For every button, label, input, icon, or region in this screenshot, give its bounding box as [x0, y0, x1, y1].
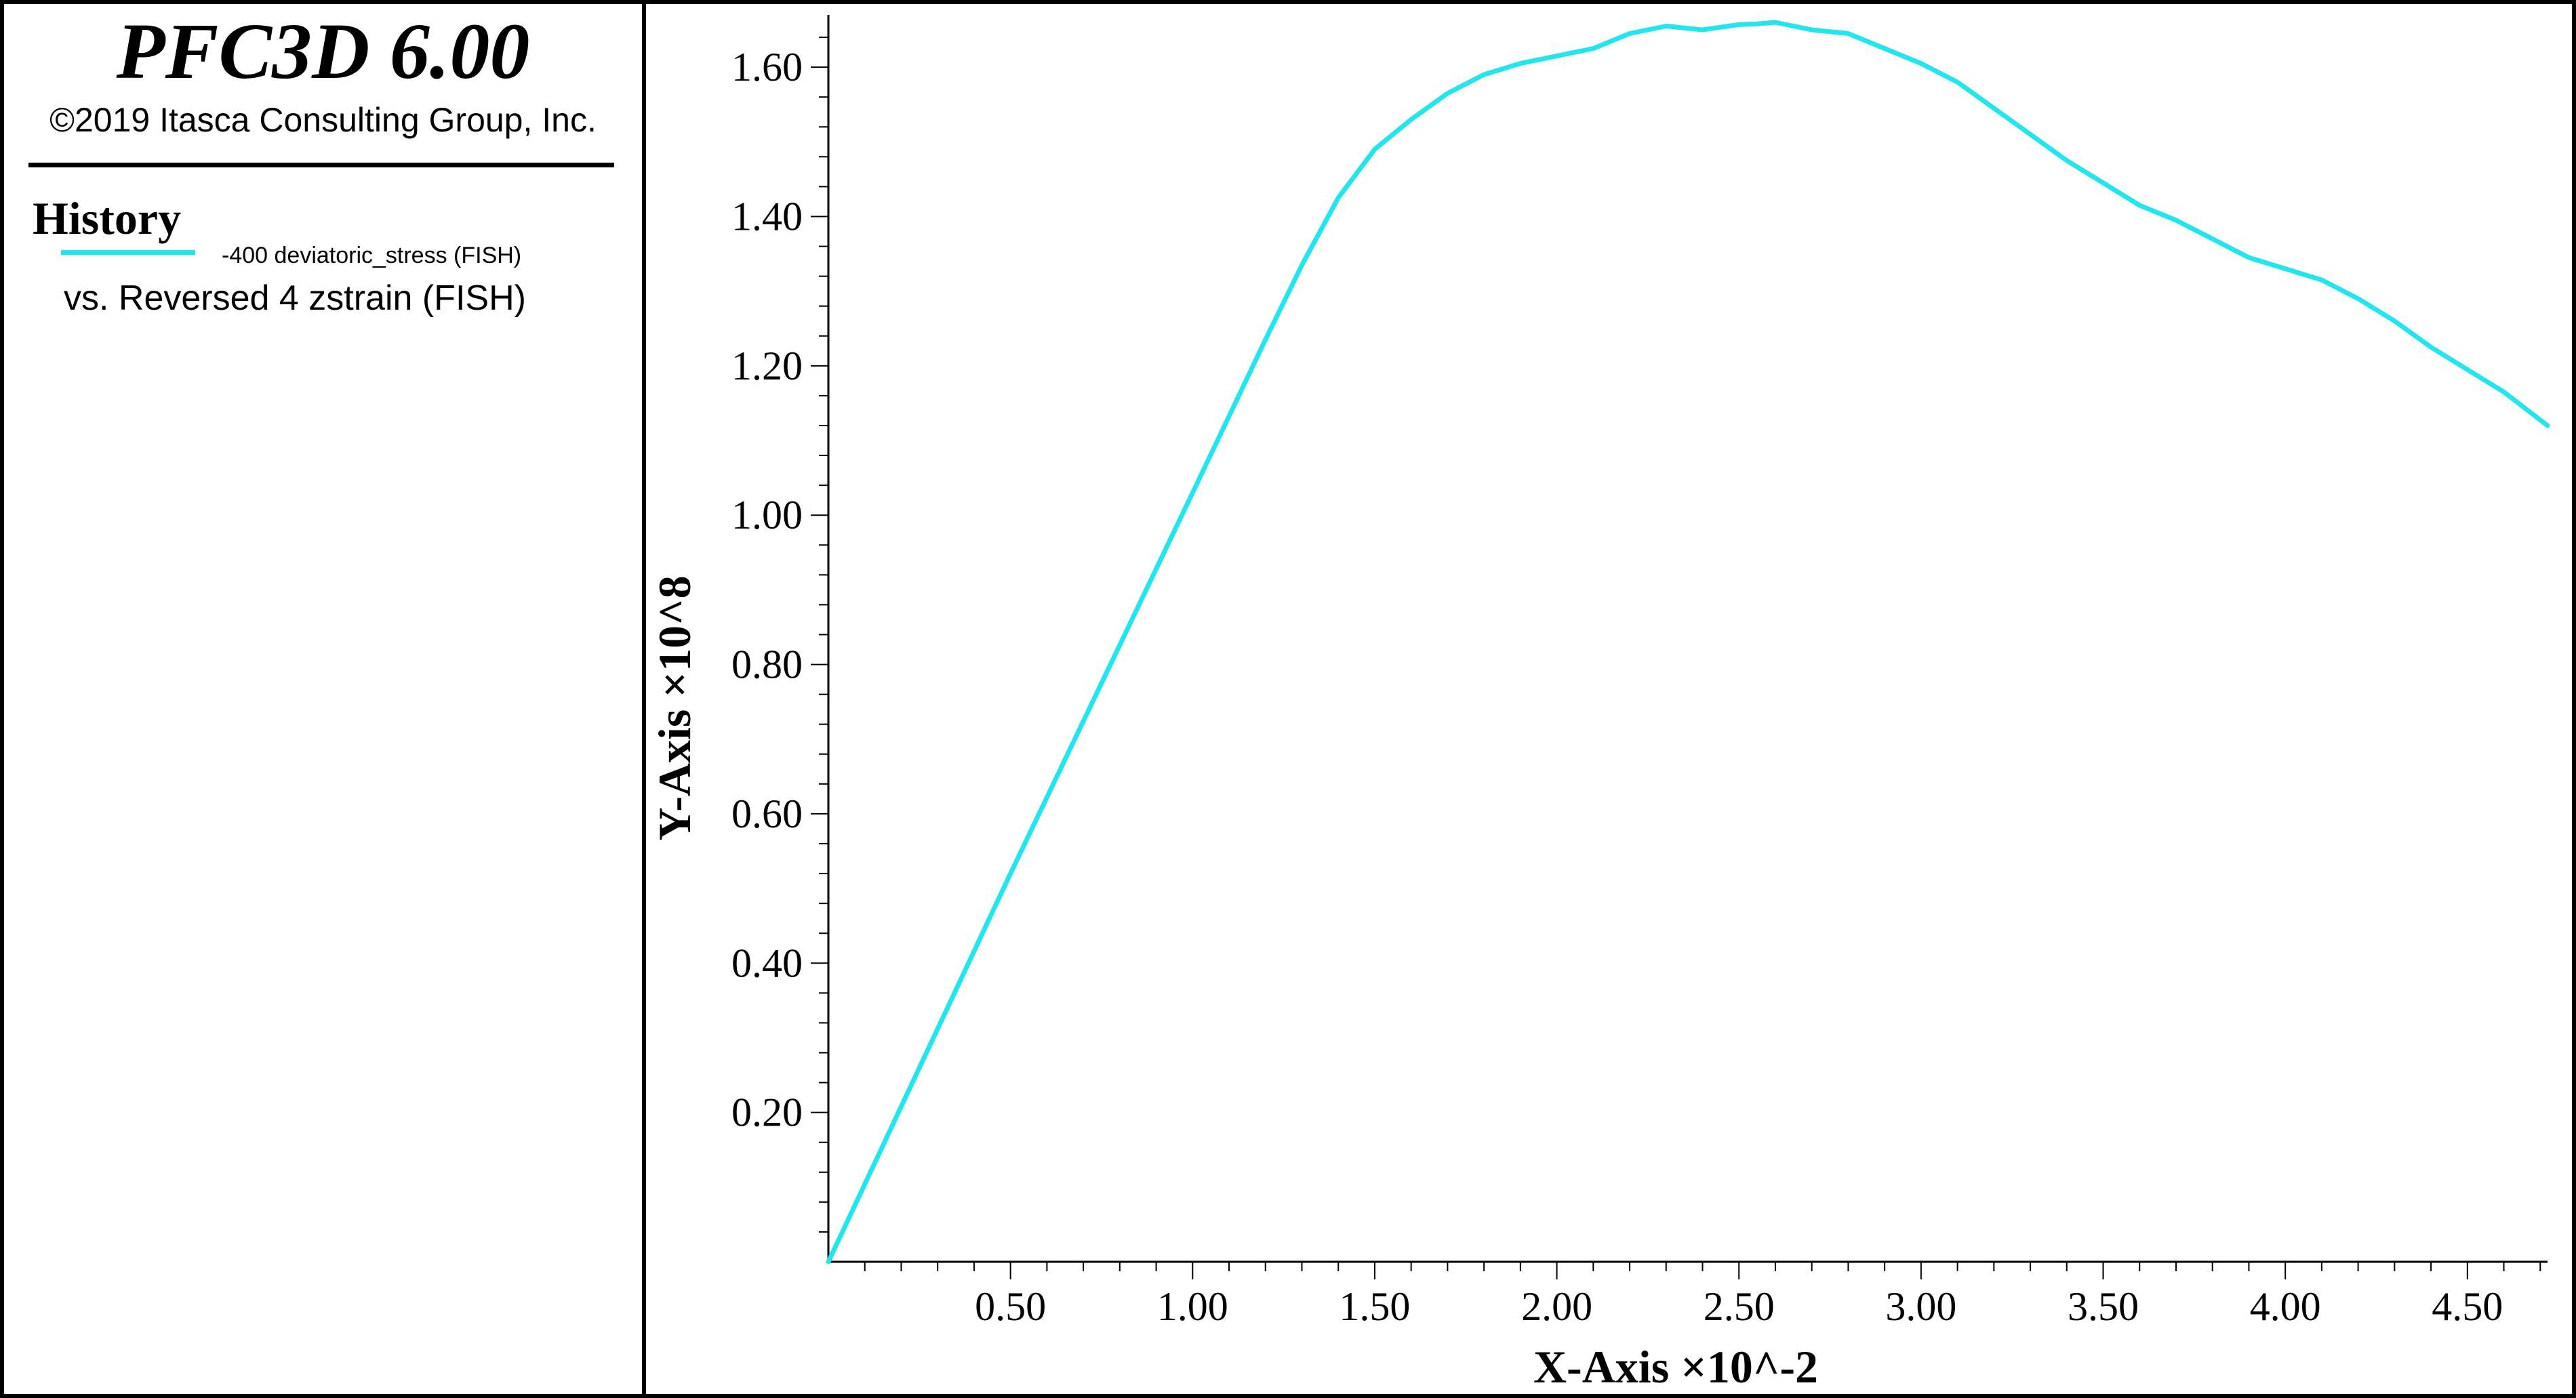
- vs-label: vs. Reversed 4 zstrain (FISH): [64, 279, 526, 318]
- x-axis-title: X-Axis ×10^-2: [1533, 1341, 1818, 1393]
- y-tick-label: 1.00: [731, 493, 803, 537]
- x-tick-label: 3.50: [2068, 1284, 2139, 1329]
- app-title: PFC3D 6.00: [116, 7, 530, 96]
- divider: [28, 163, 614, 167]
- y-tick-label: 1.40: [731, 194, 803, 239]
- series-label: -400 deviatoric_stress (FISH): [222, 243, 522, 268]
- legend-line-swatch: [61, 250, 195, 255]
- y-tick-label: 0.80: [731, 642, 803, 687]
- x-tick-label: 2.00: [1521, 1284, 1592, 1329]
- y-tick-label: 1.20: [731, 344, 803, 388]
- x-tick-label: 2.50: [1704, 1284, 1775, 1329]
- axis-ticks: [811, 37, 2541, 1279]
- copyright-text: ©2019 Itasca Consulting Group, Inc.: [49, 101, 597, 139]
- y-axis-title: Y-Axis ×10^8: [649, 575, 700, 840]
- y-tick-label: 0.40: [731, 941, 803, 985]
- tick-labels: 0.50 1.00 1.50 2.00 2.50 3.00 3.50 4.00 4.50 0.20…: [731, 45, 2503, 1329]
- x-tick-label: 4.50: [2432, 1284, 2503, 1329]
- y-tick-label: 0.20: [731, 1090, 803, 1135]
- x-tick-label: 1.50: [1339, 1284, 1410, 1329]
- y-tick-label: 0.60: [731, 791, 803, 836]
- y-tick-label: 1.60: [731, 45, 803, 89]
- legend-panel: PFC3D 6.00 ©2019 Itasca Consulting Group…: [0, 0, 646, 1398]
- series-line: [826, 20, 2550, 1265]
- x-tick-label: 4.00: [2250, 1284, 2321, 1329]
- x-tick-label: 0.50: [975, 1284, 1046, 1329]
- plot-axes: [827, 15, 2548, 1263]
- x-tick-label: 3.00: [1885, 1284, 1956, 1329]
- history-heading: History: [33, 192, 182, 244]
- series-layer: [826, 20, 2550, 1265]
- x-tick-label: 1.00: [1157, 1284, 1228, 1329]
